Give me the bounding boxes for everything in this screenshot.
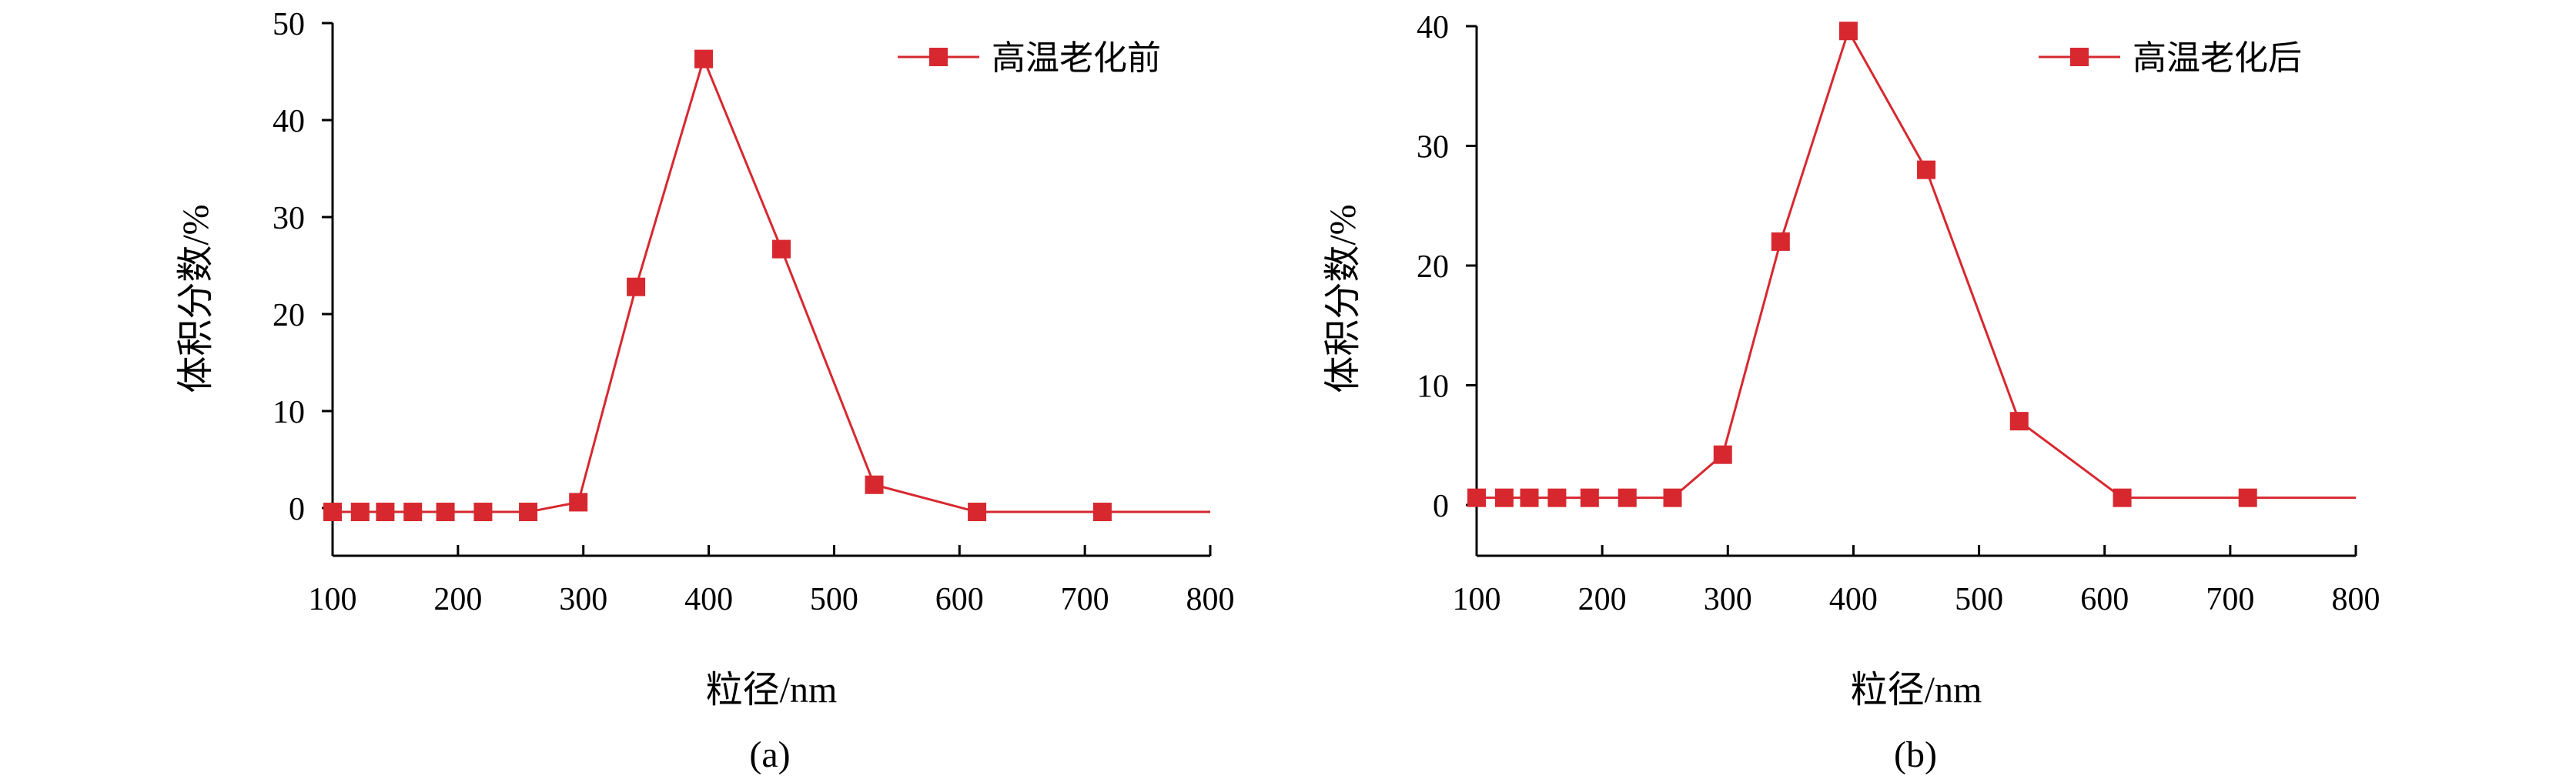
data-point-marker: [694, 49, 714, 69]
data-point-marker: [473, 503, 493, 522]
data-point-marker: [1713, 445, 1732, 464]
data-point-marker: [436, 503, 455, 522]
y-tick-label: 30: [1417, 130, 1449, 165]
data-point-marker: [1467, 488, 1486, 507]
y-tick-label: 10: [273, 395, 305, 430]
series-line: [1477, 28, 2356, 500]
data-point-marker: [865, 475, 884, 494]
x-tick-label: 600: [935, 582, 984, 617]
data-point-marker: [1618, 488, 1637, 507]
data-point-marker: [2238, 488, 2257, 507]
y-tick-label: 40: [273, 104, 305, 139]
x-tick-label: 600: [2080, 582, 2129, 617]
data-point-marker: [772, 239, 791, 259]
panel-caption: (a): [749, 734, 790, 775]
chart-panel-a: 0 10 20 30 40 50 100 200 300 400 500 600 700 800 粒径/nm…: [176, 7, 1235, 775]
data-point-marker: [2009, 412, 2029, 431]
y-axis-title: 体积分数/%: [176, 204, 216, 393]
x-tick-label: 300: [559, 582, 607, 617]
data-point-marker: [627, 277, 646, 296]
data-point-marker: [1494, 488, 1514, 507]
y-tick-label: 50: [273, 7, 305, 42]
data-point-marker: [1917, 160, 1936, 179]
y-tick-label: 40: [1417, 10, 1449, 45]
data-point-marker: [968, 503, 987, 522]
data-point-marker: [1092, 503, 1112, 522]
data-point-marker: [350, 503, 370, 522]
x-tick-label: 400: [1829, 582, 1878, 617]
y-tick-label: 0: [289, 492, 305, 527]
x-tick-label: 700: [1061, 582, 1109, 617]
x-tick-label: 200: [1578, 582, 1627, 617]
legend-marker: [2070, 48, 2089, 66]
data-point-marker: [1838, 22, 1858, 41]
x-tick-label: 700: [2206, 582, 2254, 617]
x-tick-label: 400: [684, 582, 733, 617]
data-point-marker: [2113, 488, 2132, 507]
y-axis-title: 体积分数/%: [1323, 204, 1363, 393]
data-point-marker: [1520, 488, 1539, 507]
x-axis-title: 粒径/nm: [1851, 670, 1982, 710]
x-tick-label: 100: [1453, 582, 1501, 617]
panel-caption: (b): [1894, 734, 1937, 775]
data-point-marker: [519, 503, 538, 522]
y-tick-label: 0: [1433, 489, 1449, 524]
series-line: [333, 55, 1210, 513]
legend-label: 高温老化前: [992, 39, 1161, 77]
x-tick-label: 800: [2332, 582, 2380, 617]
data-point-marker: [323, 503, 342, 522]
y-tick-label: 20: [273, 298, 305, 333]
y-tick-label: 10: [1417, 369, 1449, 405]
chart-panel-b: 0 10 20 30 40 100 200 300 400 500 600 700 800 粒径/nm 体积…: [1323, 10, 2380, 775]
legend-marker: [929, 48, 948, 66]
x-tick-label: 500: [810, 582, 858, 617]
x-tick-label: 500: [1955, 582, 2003, 617]
x-tick-label: 200: [433, 582, 482, 617]
x-tick-label: 100: [309, 582, 357, 617]
data-point-marker: [376, 503, 395, 522]
x-tick-label: 300: [1704, 582, 1752, 617]
data-point-marker: [1547, 488, 1567, 507]
y-tick-label: 30: [273, 201, 305, 236]
x-tick-label: 800: [1186, 582, 1235, 617]
data-point-marker: [569, 493, 588, 512]
data-point-marker: [1771, 232, 1790, 251]
x-axis-title: 粒径/nm: [706, 670, 838, 710]
data-point-marker: [403, 503, 423, 522]
legend-label: 高温老化后: [2133, 39, 2302, 77]
data-point-marker: [1663, 488, 1682, 507]
y-tick-label: 20: [1417, 249, 1449, 285]
data-point-marker: [1580, 488, 1599, 507]
